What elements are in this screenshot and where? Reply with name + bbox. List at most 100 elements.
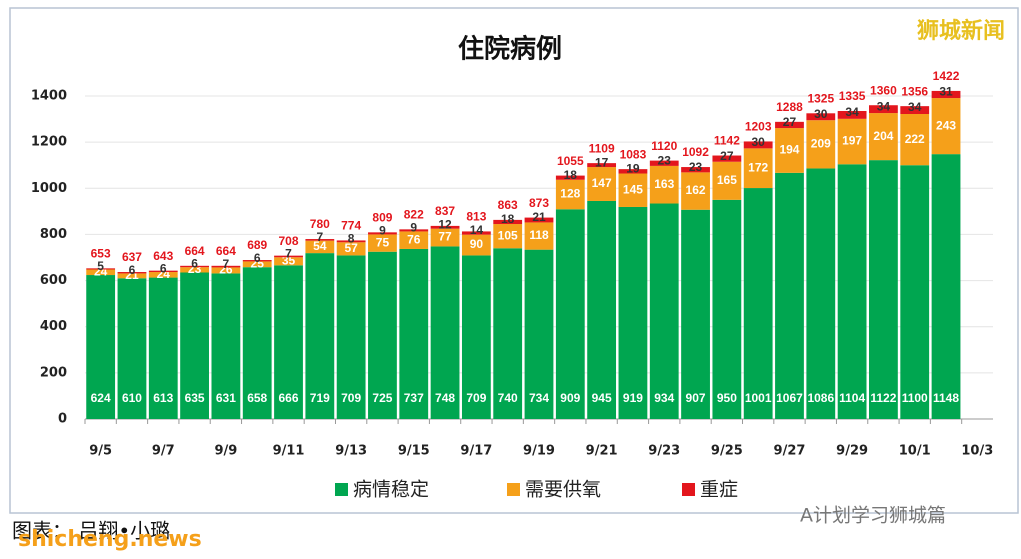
value-label: 76 [407,232,421,246]
y-tick-label: 400 [40,319,67,334]
total-label: 1288 [776,100,803,114]
legend-label: 需要供氧 [525,479,601,501]
bar-segment [524,249,554,419]
bar-segment [555,175,585,180]
bar-segment [712,155,742,162]
bar-segment [336,255,366,419]
total-label: 643 [153,249,173,263]
bar-segment [649,160,679,166]
bar-segment [86,269,116,276]
value-label: 919 [623,391,643,405]
y-tick-label: 200 [40,365,67,380]
bar-segment [117,272,147,274]
bar-segment [681,209,710,419]
value-label: 23 [188,262,202,276]
value-label: 734 [529,391,549,405]
total-label: 1203 [745,120,772,134]
bar-segment [242,267,272,419]
y-tick-label: 800 [40,227,67,242]
value-label: 23 [658,153,672,167]
bar-segment [587,200,617,419]
value-label: 6 [160,262,167,276]
value-label: 145 [623,182,643,196]
bar-segment [900,106,930,114]
value-label: 128 [560,187,580,201]
site: shicheng.news [18,527,202,552]
bar-segment [211,265,241,268]
x-tick-label: 9/17 [460,444,492,459]
bar-segment [618,173,648,207]
value-label: 950 [717,391,737,405]
bar-segment [493,219,523,225]
bar-segment [869,105,898,114]
value-label: 222 [905,132,925,146]
x-tick-label: 10/1 [899,444,931,459]
bar-segment [743,141,773,149]
total-label: 1422 [933,69,960,83]
bar-segment [931,90,961,99]
x-tick-label: 9/23 [648,444,680,459]
bar-segment [931,154,961,419]
bar-segment [461,231,491,235]
value-label: 163 [654,177,674,191]
bar-segment [900,113,930,166]
value-label: 6 [254,251,261,265]
bar-segment [399,248,429,419]
value-label: 1086 [807,391,834,405]
total-label: 1356 [901,84,928,98]
value-label: 27 [720,149,734,163]
bar-segment [180,267,209,273]
bar-segment [712,161,742,200]
value-label: 7 [316,230,323,244]
total-label: 1120 [651,139,677,153]
bar-segment [806,168,836,419]
total-label: 873 [529,196,549,210]
value-label: 658 [247,391,267,405]
bar-segment [649,165,679,204]
bar-segment [806,120,836,169]
value-label: 709 [341,391,361,405]
bar-segment [368,232,397,235]
x-tick-label: 9/11 [273,444,305,459]
value-label: 18 [564,168,578,182]
bar-segment [305,239,335,241]
value-label: 25 [251,256,265,270]
value-label: 24 [94,264,108,278]
value-label: 21 [125,268,139,282]
bar-segment [587,167,617,201]
bar-segment [869,113,898,161]
total-label: 664 [185,244,205,258]
value-label: 1122 [870,391,896,405]
value-label: 24 [157,267,171,281]
total-label: 664 [216,244,236,258]
value-label: 6 [129,263,136,277]
total-label: 1360 [870,83,897,97]
value-label: 197 [842,134,862,148]
value-label: 666 [279,391,299,405]
bar-segment [242,261,272,268]
bar-segment [148,270,178,273]
bar-segment [430,225,460,229]
bar-segment [180,272,209,419]
value-label: 75 [376,235,390,249]
bar-segment [869,160,898,420]
total-label: 637 [122,250,142,264]
value-label: 907 [686,391,706,405]
bar-segment [775,121,804,129]
value-label: 77 [438,230,452,244]
bar-segment [712,199,742,419]
x-tick-label: 9/25 [711,444,743,459]
total-label: 1109 [589,141,615,155]
value-label: 1067 [776,391,803,405]
bar-segment [336,242,366,256]
value-label: 631 [216,391,236,405]
bar-segment [931,98,961,155]
value-label: 19 [626,162,640,176]
value-label: 1100 [902,391,928,405]
total-label: 1055 [557,154,584,168]
x-tick-label: 9/15 [398,444,430,459]
total-label: 1083 [620,147,647,161]
bar-segment [274,265,303,419]
value-label: 23 [689,160,703,174]
total-label: 689 [247,238,267,252]
